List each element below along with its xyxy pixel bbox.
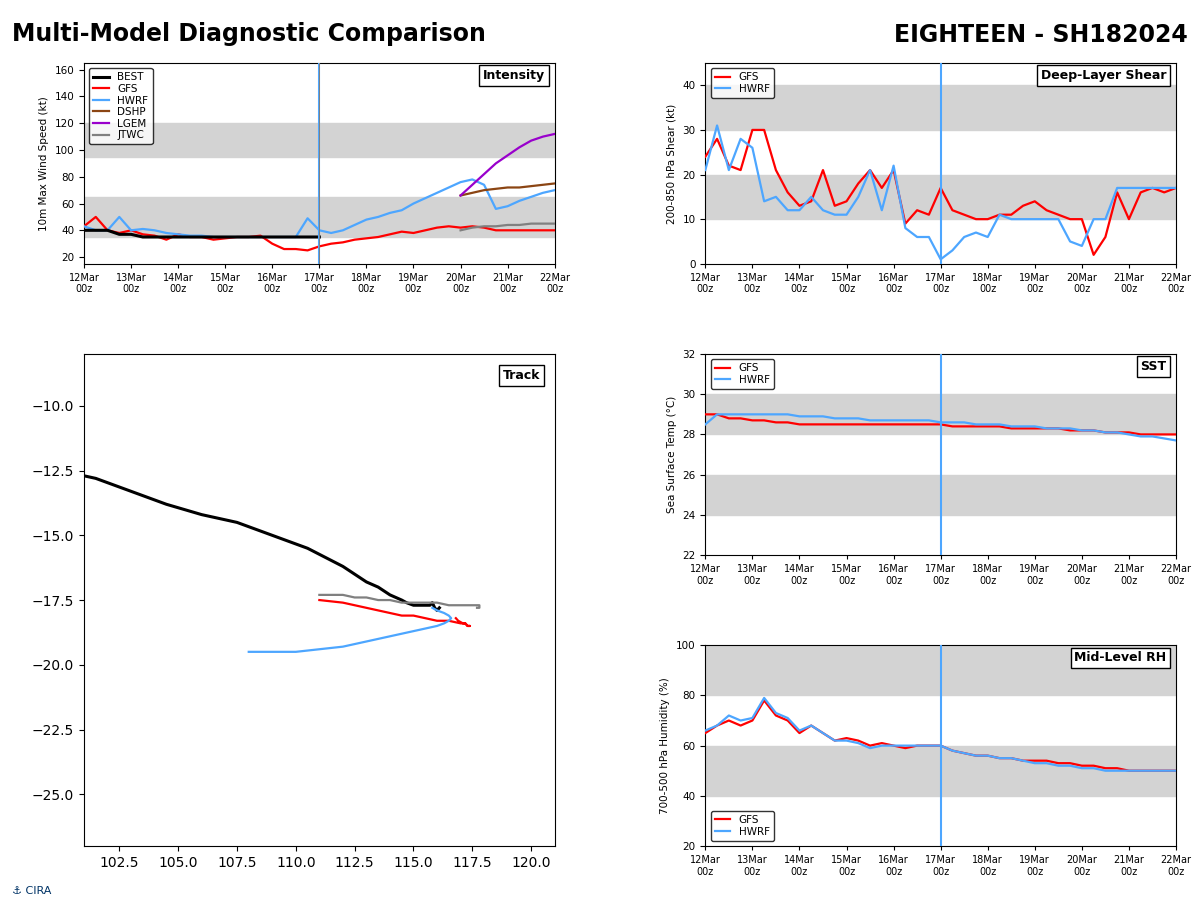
Y-axis label: Sea Surface Temp (°C): Sea Surface Temp (°C) [667, 396, 677, 513]
Legend: GFS, HWRF: GFS, HWRF [710, 811, 774, 841]
Text: SST: SST [1140, 360, 1166, 373]
Legend: BEST, GFS, HWRF, DSHP, LGEM, JTWC: BEST, GFS, HWRF, DSHP, LGEM, JTWC [89, 68, 152, 144]
Bar [706, 394, 1176, 435]
Text: Deep-Layer Shear: Deep-Layer Shear [1042, 69, 1166, 82]
Bar [84, 197, 554, 237]
Bar [706, 645, 1176, 696]
Y-axis label: 200-850 hPa Shear (kt): 200-850 hPa Shear (kt) [667, 104, 677, 223]
Bar [84, 123, 554, 157]
Bar [706, 86, 1176, 130]
Legend: GFS, HWRF: GFS, HWRF [710, 68, 774, 98]
Text: Track: Track [503, 369, 540, 382]
Text: ⚓ CIRA: ⚓ CIRA [12, 886, 52, 896]
Y-axis label: 700-500 hPa Humidity (%): 700-500 hPa Humidity (%) [660, 677, 671, 814]
Text: Mid-Level RH: Mid-Level RH [1074, 652, 1166, 664]
Legend: GFS, HWRF: GFS, HWRF [710, 359, 774, 389]
Text: EIGHTEEN - SH182024: EIGHTEEN - SH182024 [894, 22, 1188, 47]
Y-axis label: 10m Max Wind Speed (kt): 10m Max Wind Speed (kt) [38, 96, 49, 230]
Text: Multi-Model Diagnostic Comparison: Multi-Model Diagnostic Comparison [12, 22, 486, 47]
Bar [706, 474, 1176, 515]
Bar [706, 745, 1176, 796]
Bar [706, 175, 1176, 220]
Text: Intensity: Intensity [484, 69, 545, 82]
